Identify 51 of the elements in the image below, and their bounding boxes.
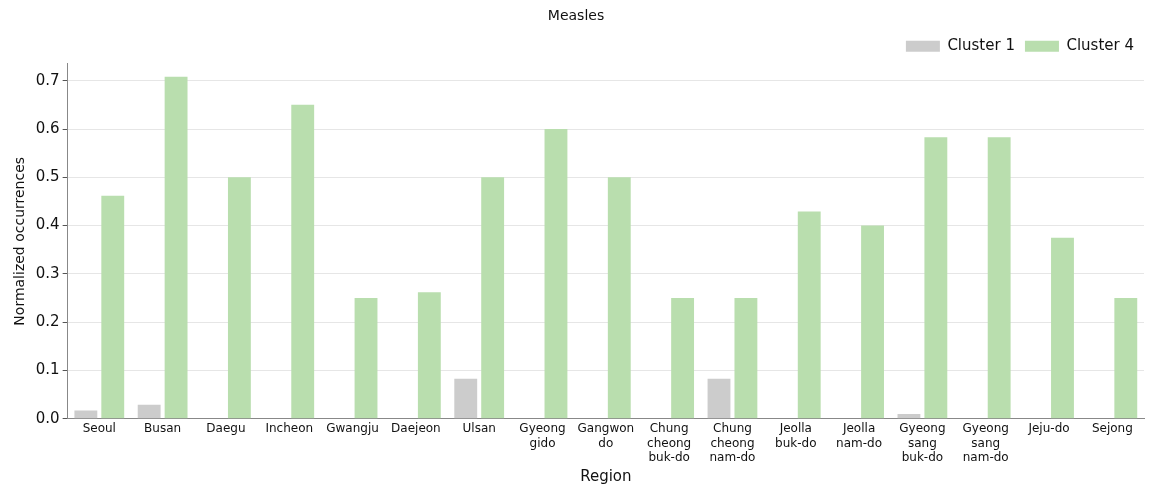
bar [454,378,478,419]
bar [734,298,758,419]
bar [1051,237,1074,419]
x-tick-label: Chung cheong buk-do [647,421,692,464]
y-tick-label: 0.1 [35,360,60,379]
bar [101,195,125,419]
bar [291,104,315,419]
bar [1114,298,1138,419]
x-tick-label: Gyeong gido [519,421,566,450]
bar [354,298,378,419]
x-tick-label: Ulsan [462,421,496,436]
bar [797,211,821,419]
bar [227,177,251,419]
x-axis-title: Region [580,466,632,485]
bar [707,378,731,419]
x-tick-label: Gyeong sang buk-do [899,421,946,464]
y-axis-title: Normalized occurrences [11,156,28,326]
x-tick-label: Jeju-do [1027,421,1070,436]
y-tick-label: 0.4 [35,215,60,234]
bar [544,129,568,419]
bar [861,225,884,419]
x-tick-label: Sejong [1091,421,1133,436]
y-tick-label: 0.0 [35,408,60,427]
y-tick-label: 0.2 [35,312,60,331]
y-tick-label: 0.5 [35,167,60,186]
x-tick-label: Busan [144,421,182,436]
bar [481,177,505,419]
y-tick-label: 0.3 [35,263,60,282]
bar [671,298,695,419]
legend-label: Cluster 1 [947,36,1015,55]
x-tick-label: Chung cheong nam-do [709,421,756,464]
y-tick-label: 0.7 [35,70,60,89]
x-tick-label: Gangwon do [577,421,635,450]
legend-label: Cluster 4 [1066,36,1135,55]
x-tick-label: Jeolla buk-do [775,421,817,450]
bar [74,410,98,419]
x-tick-label: Gyeong sang nam-do [962,421,1009,464]
y-tick-label: 0.6 [35,118,60,137]
bar [924,137,948,419]
bar [137,404,161,419]
x-tick-label: Jeolla nam-do [836,421,883,450]
x-tick-label: Incheon [265,421,314,436]
bar [987,137,1011,419]
chart-title: Measles [547,7,605,24]
x-tick-label: Gwangju [326,421,379,436]
bar [164,76,188,419]
bar [417,292,441,419]
x-tick-label: Daegu [206,421,246,436]
x-tick-label: Seoul [82,421,116,436]
bar [607,177,631,419]
x-tick-label: Daejeon [391,421,441,436]
